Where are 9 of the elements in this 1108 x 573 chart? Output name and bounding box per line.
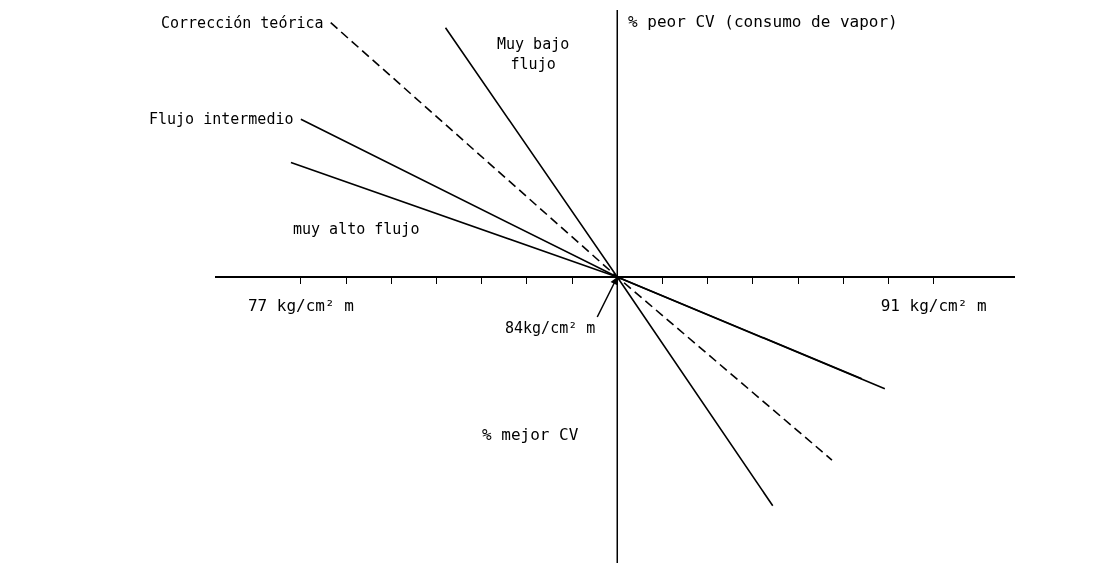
series-label: Corrección teórica: [161, 14, 324, 32]
series-label: muy alto flujo: [293, 220, 420, 238]
annotation: % mejor CV: [482, 425, 579, 444]
x-tick-label: 91 kg/cm² m: [880, 295, 987, 315]
series-label: Flujo intermedio: [149, 110, 294, 128]
x-tick-label: 77 kg/cm² m: [247, 295, 354, 315]
annotation: 84kg/cm² m: [505, 319, 596, 337]
annotation: % peor CV (consumo de vapor): [628, 12, 898, 31]
series-label: Muy bajo flujo: [497, 35, 570, 73]
